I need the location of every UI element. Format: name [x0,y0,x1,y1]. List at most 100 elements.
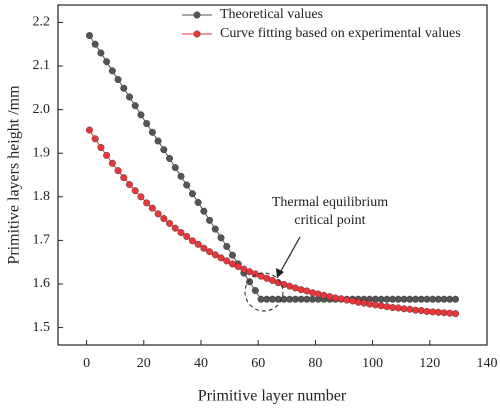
data-point [108,67,116,75]
data-point [148,204,156,212]
annotation-text: critical point [294,213,365,228]
data-point [314,290,322,298]
data-point [120,84,128,92]
data-point [337,295,345,303]
data-point [371,301,379,309]
data-point [137,111,145,119]
data-point [194,240,202,248]
data-point [200,244,208,252]
data-point [217,234,225,242]
data-point [103,151,111,159]
data-point [246,278,254,286]
data-point [452,295,460,303]
y-tick-label: 2.1 [33,58,51,73]
data-point [166,219,174,227]
data-point [137,193,145,201]
data-point [251,287,259,295]
data-point [211,225,219,233]
data-point [194,198,202,206]
data-point [177,229,185,237]
x-tick-label: 60 [251,356,265,371]
data-point [125,93,133,101]
data-point [91,40,99,48]
data-point [177,172,185,180]
data-point [97,49,105,57]
y-tick-label: 2.0 [33,102,51,117]
data-point [326,293,334,301]
y-tick-label: 1.8 [33,189,51,204]
x-tick-label: 100 [362,356,383,371]
data-point [223,242,231,250]
legend-marker [193,30,201,38]
data-point [383,303,391,311]
legend-label: Curve fitting based on experimental valu… [220,26,461,41]
arrow-head [276,268,284,278]
plot-frame [57,4,488,346]
legend-marker [193,11,201,19]
data-point [228,251,236,259]
data-point [217,254,225,262]
data-point [188,190,196,198]
x-tick-label: 20 [137,356,151,371]
data-point [234,263,242,271]
data-point [452,310,460,318]
data-point [154,137,162,145]
data-point [417,307,425,315]
data-point [320,291,328,299]
data-point [148,128,156,136]
data-point [366,300,374,308]
y-tick-label: 1.7 [33,233,51,248]
annotation-circle [244,272,284,312]
data-point [360,299,368,307]
data-point [160,215,168,223]
x-axis-label: Primitive layer number [198,388,347,405]
data-point [309,289,317,297]
data-point [406,305,414,313]
x-tick-label: 80 [308,356,322,371]
y-tick-label: 1.5 [33,320,51,335]
data-point [206,248,214,256]
data-point [85,32,93,40]
data-point [131,187,139,195]
data-point [114,76,122,84]
data-point [131,102,139,110]
series-line [89,35,456,300]
data-point [125,181,133,189]
y-tick-label: 1.6 [33,276,51,291]
y-tick-label: 2.2 [33,15,51,30]
data-point [103,58,111,66]
data-point [343,296,351,304]
data-point [97,144,105,152]
data-point [183,232,191,240]
data-point [206,216,214,224]
y-axis-label: Primitive layers height /mm [6,85,23,265]
data-point [349,297,357,305]
data-point [143,120,151,128]
x-tick-label: 40 [194,356,208,371]
data-point [228,260,236,268]
x-tick-label: 0 [83,356,90,371]
data-point [91,135,99,143]
data-point [211,251,219,259]
data-point [114,167,122,175]
data-point [160,146,168,154]
data-point [377,302,385,310]
data-point [85,126,93,134]
y-tick-label: 1.9 [33,145,51,160]
data-point [223,257,231,265]
data-point [108,159,116,167]
legend-label: Theoretical values [220,7,323,22]
data-point [143,199,151,207]
data-point [171,224,179,232]
data-point [188,237,196,245]
data-point [171,164,179,172]
x-tick-label: 140 [477,356,498,371]
data-point [183,181,191,189]
data-point [331,294,339,302]
data-point [394,304,402,312]
data-point [354,298,362,306]
data-point [240,265,248,273]
data-point [154,210,162,218]
